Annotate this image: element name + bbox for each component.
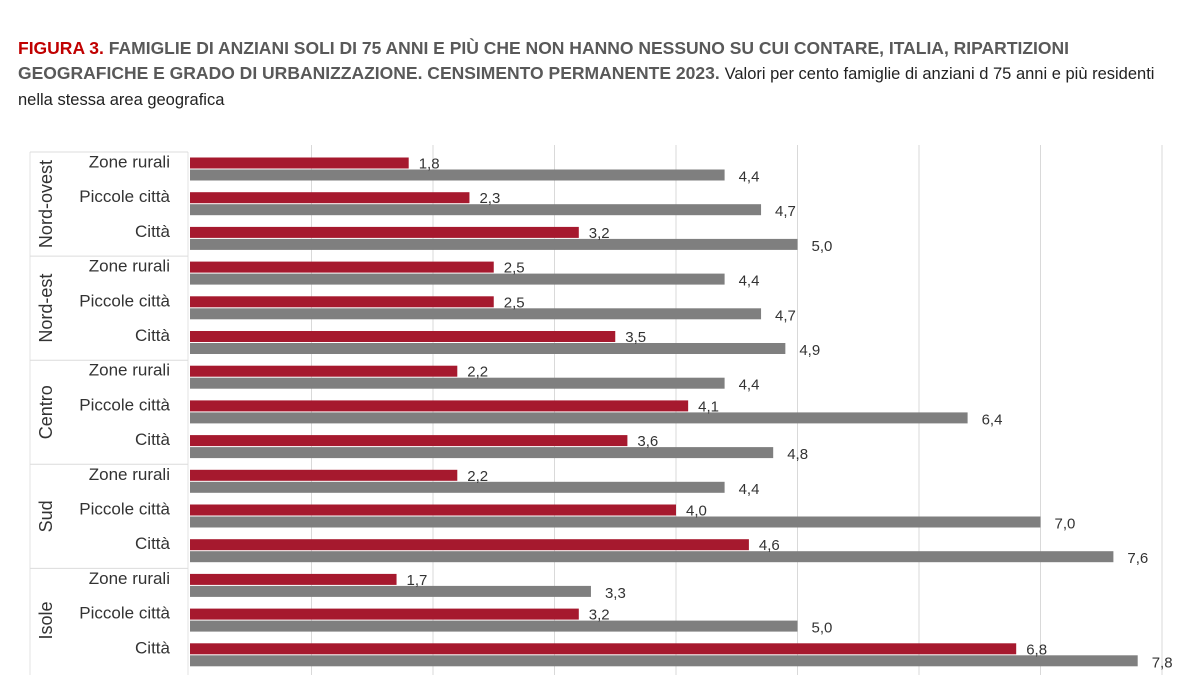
data-label-red: 2,2: [467, 468, 488, 485]
category-label: Piccole città: [79, 395, 170, 414]
data-label-red: 2,3: [479, 190, 500, 207]
bar-red: [190, 157, 409, 169]
data-label-gray: 7,6: [1127, 550, 1148, 567]
data-label-red: 2,5: [504, 260, 525, 277]
bar-red: [190, 435, 628, 447]
category-label: Città: [135, 222, 171, 241]
bar-red: [190, 469, 458, 481]
category-label: Città: [135, 534, 171, 553]
group-label: Sud: [36, 500, 56, 532]
bar-red: [190, 261, 494, 273]
bar-red: [190, 573, 397, 585]
data-label-red: 2,5: [504, 294, 525, 311]
bar-gray: [190, 238, 798, 250]
data-label-gray: 4,8: [787, 446, 808, 463]
data-label-gray: 4,4: [739, 169, 760, 186]
bar-gray: [190, 447, 774, 459]
bar-red: [190, 331, 616, 342]
bar-gray: [190, 481, 725, 493]
data-label-red: 3,2: [589, 225, 610, 242]
data-label-gray: 7,0: [1055, 516, 1076, 533]
bar-gray: [190, 516, 1041, 528]
group-label: Centro: [36, 385, 56, 439]
data-label-gray: 4,4: [739, 481, 760, 498]
data-label-red: 1,7: [407, 572, 428, 589]
category-label: Zone rurali: [89, 153, 170, 172]
data-label-gray: 7,8: [1152, 654, 1173, 671]
bar-red: [190, 192, 470, 204]
data-label-red: 3,6: [637, 433, 658, 450]
data-label-red: 4,0: [686, 503, 707, 520]
category-label: Piccole città: [79, 291, 170, 310]
category-label: Città: [135, 430, 171, 449]
category-label: Città: [135, 326, 171, 345]
data-label-red: 2,2: [467, 364, 488, 381]
data-label-red: 4,1: [698, 398, 719, 415]
group-label: Nord-ovest: [36, 160, 56, 248]
title-main: FAMIGLIE DI ANZIANI SOLI DI 75 ANNI E PI…: [18, 38, 1070, 83]
bar-red: [190, 643, 1017, 655]
bar-red: [190, 400, 689, 412]
bar-red: [190, 226, 579, 238]
data-label-red: 3,5: [625, 329, 646, 346]
category-label: Zone rurali: [89, 569, 170, 588]
data-label-gray: 4,7: [775, 307, 796, 324]
data-label-red: 3,2: [589, 607, 610, 624]
bar-gray: [190, 655, 1138, 667]
title-subtitle: Valori per cento famiglie di anziani d 7…: [18, 65, 1155, 109]
category-label: Zone rurali: [89, 257, 170, 276]
category-label: Piccole città: [79, 500, 170, 519]
bar-gray: [190, 308, 762, 320]
bar-gray: [190, 343, 786, 354]
bar-gray: [190, 377, 725, 389]
bar-gray: [190, 273, 725, 285]
bar-gray: [190, 169, 725, 181]
category-label: Piccole città: [79, 604, 170, 623]
data-label-gray: 6,4: [982, 411, 1003, 428]
category-label: Città: [135, 638, 171, 657]
bar-red: [190, 296, 494, 308]
data-label-gray: 4,4: [739, 377, 760, 394]
bar-red: [190, 608, 579, 620]
bar-red: [190, 539, 749, 551]
data-label-gray: 5,0: [812, 620, 833, 637]
data-label-red: 6,8: [1026, 641, 1047, 658]
bar-gray: [190, 412, 968, 424]
bar-gray: [190, 585, 591, 597]
data-label-gray: 3,3: [605, 585, 626, 602]
bar-red: [190, 504, 676, 516]
group-label: Nord-est: [36, 274, 56, 343]
data-label-red: 4,6: [759, 537, 780, 554]
category-label: Piccole città: [79, 187, 170, 206]
data-label-gray: 4,9: [799, 342, 820, 359]
chart-title: FIGURA 3. FAMIGLIE DI ANZIANI SOLI DI 75…: [18, 36, 1193, 113]
bar-gray: [190, 204, 762, 216]
figure-number: FIGURA 3.: [18, 38, 104, 58]
category-label: Zone rurali: [89, 465, 170, 484]
bar-gray: [190, 620, 798, 632]
group-label: Isole: [36, 601, 56, 639]
bar-gray: [190, 551, 1114, 563]
data-label-red: 1,8: [419, 156, 440, 173]
data-label-gray: 5,0: [812, 238, 833, 255]
bar-red: [190, 365, 458, 377]
category-label: Zone rurali: [89, 361, 170, 380]
data-label-gray: 4,7: [775, 203, 796, 220]
data-label-gray: 4,4: [739, 273, 760, 290]
